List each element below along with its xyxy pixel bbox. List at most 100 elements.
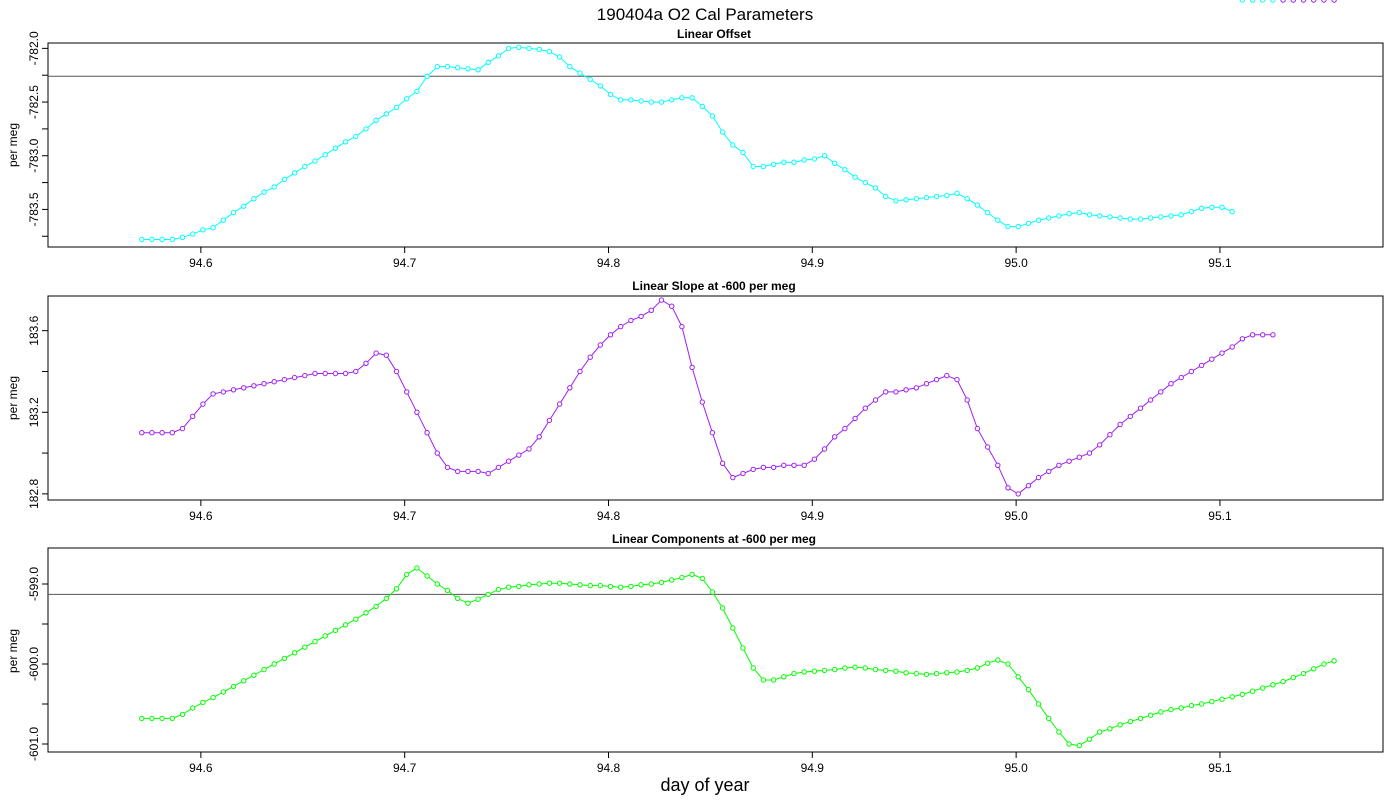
data-point [842,665,848,671]
data-point [516,583,522,590]
data-point [322,370,328,377]
data-point [149,236,155,243]
data-point [995,462,1001,468]
data-point [312,158,318,164]
data-point [210,694,216,701]
data-point [1127,413,1134,420]
data-point [872,185,879,191]
data-point [485,591,491,598]
data-point [791,670,797,677]
data-point [1097,729,1103,735]
data-point [832,160,838,167]
data-point [1158,709,1164,715]
data-point [1056,729,1062,735]
data-point [587,76,593,83]
data-point [618,323,624,330]
data-point [658,297,665,303]
data-point [1015,491,1021,497]
data-point [1107,726,1113,732]
data-point [1147,215,1154,221]
data-point [801,462,807,468]
data-point [658,99,665,105]
data-point [546,417,553,424]
data-point [1209,356,1215,362]
data-point [862,405,868,411]
data-point [363,360,369,366]
data-point [679,95,685,101]
y-tick-label: -782.5 [27,85,41,119]
data-point [475,67,481,73]
linear-slope-panel: Linear Slope at -600 per meg per meg 94.… [6,0,1384,523]
data-point [1260,685,1266,691]
data-point [465,66,471,72]
x-tick-label: 94.6 [189,761,213,775]
data-point [811,456,818,462]
data-point [495,53,502,59]
data-point [424,73,430,80]
data-point [291,650,298,656]
y-axis-label: per meg [6,123,20,167]
data-point [1005,661,1011,667]
data-point [1015,223,1021,230]
data-point [1178,374,1184,381]
data-point [883,667,889,674]
data-point [1066,741,1072,747]
panel-title: Linear Slope at -600 per meg [632,279,795,293]
data-point [791,159,797,165]
data-point [1035,217,1042,223]
data-point [1311,0,1317,3]
data-point [353,133,359,140]
data-point [1280,678,1286,685]
panel-title: Linear Components at -600 per meg [612,532,816,546]
data-point [995,217,1001,223]
data-point [444,464,451,471]
data-point [414,565,420,571]
data-point [485,59,491,65]
data-point [1005,223,1011,230]
data-point [974,202,981,208]
data-point [821,446,828,452]
x-axis-title: day of year [660,775,749,795]
data-point [210,391,216,397]
data-point [740,470,746,477]
data-point [1290,674,1297,681]
data-point [995,657,1001,663]
data-point [159,236,165,243]
data-point [332,370,339,377]
data-point [862,665,868,671]
linear-offset-panel: Linear Offset per meg 94.6 94.7 94.8 94.9 95… [6,0,1384,270]
data-point [709,430,716,436]
data-point [1270,0,1276,3]
data-point [893,389,899,395]
series-line [141,567,1335,747]
data-point [281,376,288,383]
data-point [434,450,440,456]
y-tick-label: -599.0 [27,567,41,601]
y-axis-label: per meg [6,376,20,420]
data-point [210,225,216,231]
data-point [465,600,471,606]
data-point [302,163,308,170]
data-point [332,145,339,151]
data-point [648,307,654,313]
data-point [302,644,308,650]
data-point [903,670,909,676]
data-point [271,184,277,190]
data-point [1025,483,1032,489]
data-point [1331,658,1337,664]
data-point [281,176,288,183]
data-point [1209,204,1215,211]
x-tick-label: 94.8 [597,761,621,775]
data-point [1015,674,1021,680]
data-point [689,95,695,101]
x-tick-label: 94.6 [189,509,213,523]
data-point [1239,691,1246,698]
data-point [638,98,644,104]
x-tick-label: 94.9 [801,761,825,775]
data-point [516,452,522,458]
data-point [251,672,257,678]
data-point [251,383,257,389]
data-point [455,595,461,602]
data-point [750,665,756,671]
data-point [699,103,705,110]
